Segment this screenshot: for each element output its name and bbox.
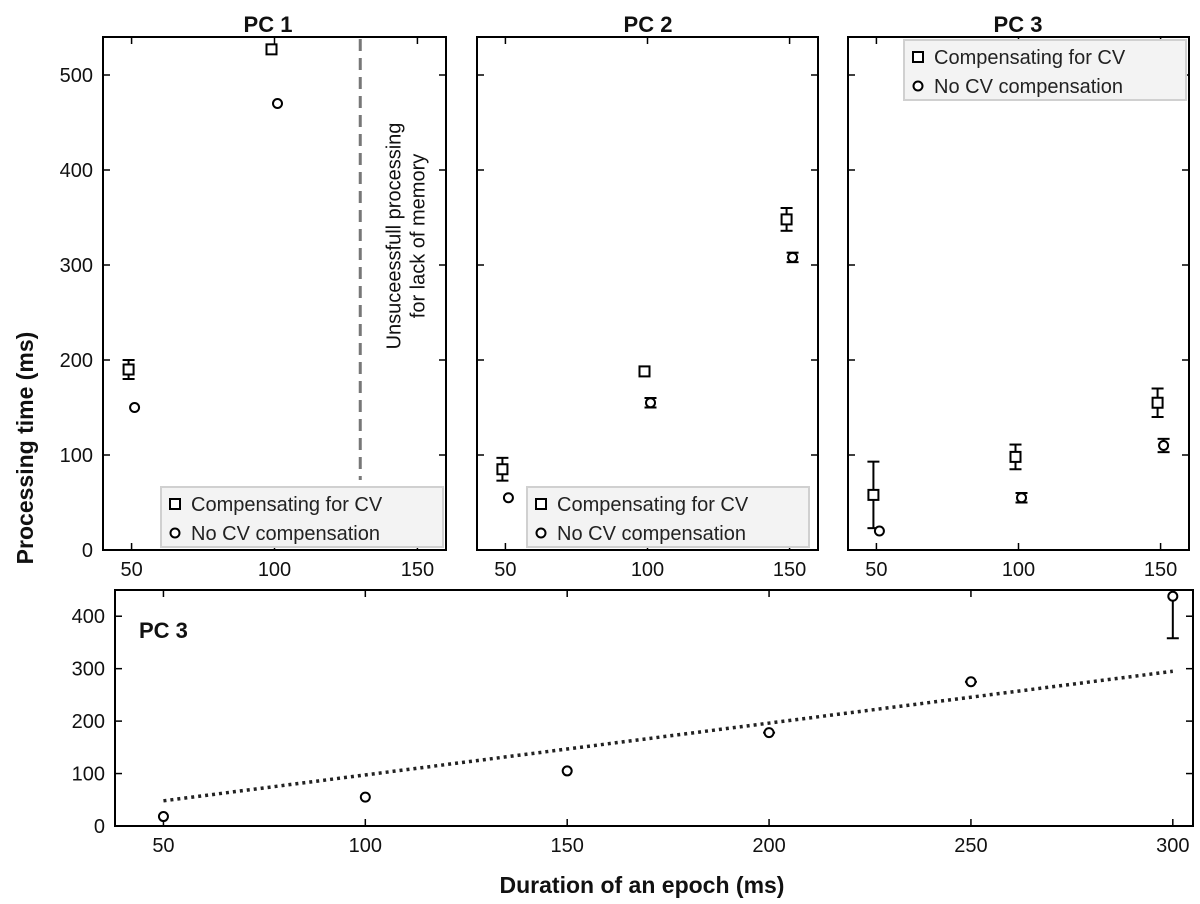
annotation-text: for lack of memory	[407, 154, 429, 318]
legend-entry: Compensating for CV	[557, 494, 749, 516]
x-tick-label: 100	[258, 559, 291, 581]
y-tick-label: 0	[82, 540, 93, 562]
x-tick-label: 250	[954, 835, 987, 857]
x-tick-label: 50	[120, 559, 142, 581]
x-tick-label: 150	[551, 835, 584, 857]
pc1-title: PC 1	[244, 12, 293, 37]
pc3-epoch-title: PC 3	[139, 618, 188, 643]
y-tick-label: 300	[72, 659, 105, 681]
data-point-circle	[1158, 440, 1170, 451]
legend-circle-icon	[912, 80, 924, 92]
data-point-circle	[129, 402, 141, 413]
legend-entry: Compensating for CV	[191, 494, 383, 516]
y-tick-label: 400	[60, 160, 93, 182]
legend-box	[903, 39, 1187, 101]
x-tick-label: 50	[152, 835, 174, 857]
data-point-circle	[502, 492, 514, 504]
legend-square-icon	[912, 51, 924, 63]
data-point-square	[1151, 396, 1164, 409]
x-tick-label: 50	[865, 559, 887, 581]
legend-entry: No CV compensation	[191, 523, 380, 545]
data-point-circle	[1167, 590, 1179, 602]
data-point-circle	[561, 765, 573, 777]
data-point-square	[1009, 450, 1022, 463]
x-tick-label: 100	[631, 559, 664, 581]
legend-entry: No CV compensation	[934, 76, 1123, 98]
legend-box	[160, 486, 444, 548]
y-tick-label: 100	[72, 764, 105, 786]
y-tick-label: 500	[60, 65, 93, 87]
plot-frame	[476, 36, 819, 551]
pc2-title: PC 2	[624, 12, 673, 37]
trendline	[163, 669, 1174, 803]
legend-circle-icon	[535, 527, 547, 539]
y-tick-label: 300	[60, 255, 93, 277]
x-tick-label: 300	[1156, 835, 1189, 857]
x-tick-label: 200	[752, 835, 785, 857]
chart-pc3-epoch: PC 3 50 100 150 200 250 300 0 100 200 300 400	[72, 589, 1194, 857]
data-point-circle	[645, 397, 656, 409]
data-point-circle	[873, 525, 885, 537]
y-tick-label: 0	[94, 816, 105, 838]
y-tick-label: 100	[60, 445, 93, 467]
data-point-square	[496, 463, 509, 476]
legend-square-icon	[535, 498, 547, 510]
data-point-square	[265, 43, 278, 56]
data-point-square	[780, 213, 793, 226]
chart-pc2: PC 2 50 100 150 Compensating for CV No CV co…	[476, 12, 819, 581]
legend-entry: Compensating for CV	[934, 47, 1126, 69]
y-tick-label: 400	[72, 606, 105, 628]
data-point-circle	[1016, 492, 1027, 504]
y-tick-label: 200	[72, 711, 105, 733]
plot-frame	[114, 589, 1194, 827]
data-point-circle	[359, 791, 371, 803]
x-tick-label: 150	[773, 559, 806, 581]
legend-circle-icon	[169, 527, 181, 539]
x-tick-label: 150	[1144, 559, 1177, 581]
chart-pc3: PC 3 50 100 150 Compensating for CV No CV co…	[847, 12, 1190, 581]
x-axis-label: Duration of an epoch (ms)	[500, 872, 785, 898]
plot-frame	[847, 36, 1190, 551]
y-tick-label: 200	[60, 350, 93, 372]
legend-box	[526, 486, 810, 548]
pc3-title: PC 3	[994, 12, 1043, 37]
data-point-square	[122, 363, 135, 376]
annotation-text: Unsuceessfull processing	[383, 123, 405, 350]
data-point-circle	[157, 811, 169, 823]
data-point-square	[867, 488, 880, 501]
x-tick-label: 100	[1002, 559, 1035, 581]
data-point-circle	[787, 251, 799, 263]
data-point-circle	[965, 676, 977, 688]
legend-entry: No CV compensation	[557, 523, 746, 545]
y-axis-label: Processing time (ms)	[12, 332, 38, 565]
data-point-square	[638, 365, 651, 378]
legend-square-icon	[169, 498, 181, 510]
chart-pc1: PC 1 50 100 150 0 100 200 300 400 500 Unsuceessfu…	[60, 12, 447, 581]
data-point-circle	[272, 98, 283, 109]
data-point-circle	[763, 727, 775, 739]
x-tick-label: 50	[494, 559, 516, 581]
x-tick-label: 100	[349, 835, 382, 857]
x-tick-label: 150	[401, 559, 434, 581]
